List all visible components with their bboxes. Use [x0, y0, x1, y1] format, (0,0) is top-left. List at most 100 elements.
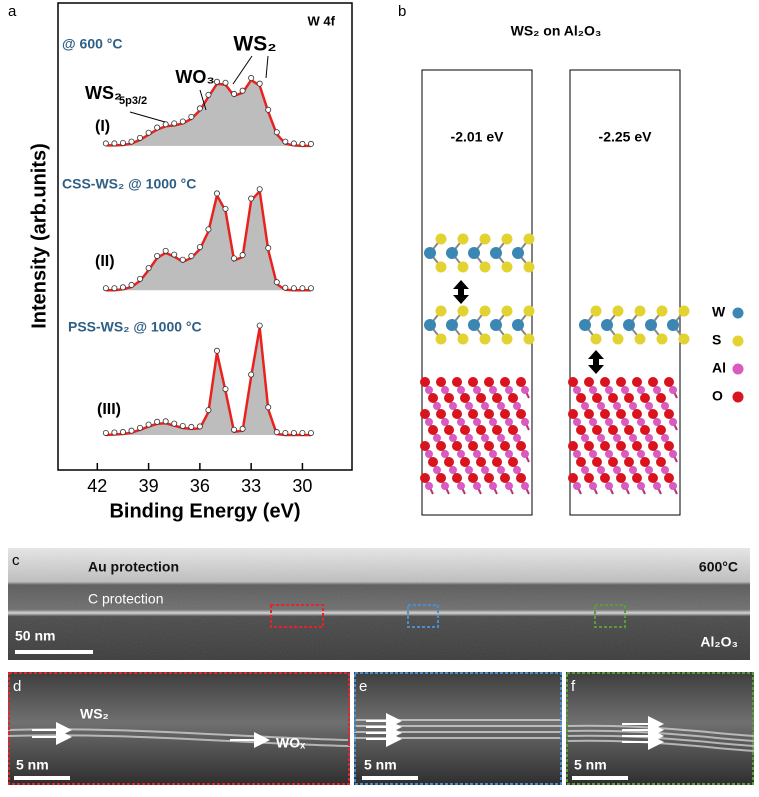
atom-al [425, 450, 433, 458]
atom-o [436, 377, 446, 387]
data-point [239, 252, 246, 259]
atom-o [576, 457, 586, 467]
atom-al [621, 386, 629, 394]
atom-al [489, 418, 497, 426]
atom-al [621, 482, 629, 490]
atom-al [597, 434, 605, 442]
atom-o [444, 393, 454, 403]
atom-al [473, 386, 481, 394]
x-tick-label: 36 [190, 476, 210, 496]
atom-al [489, 482, 497, 490]
atom-al [573, 450, 581, 458]
atom-s [479, 305, 491, 317]
layer-label: C protection [88, 591, 163, 607]
atom-al [441, 418, 449, 426]
atom-al [581, 434, 589, 442]
panel-title: WS₂ on Al₂O₃ [511, 23, 602, 39]
scale-bar [15, 650, 93, 654]
atom-o [600, 441, 610, 451]
atom-al [653, 482, 661, 490]
atom-w [512, 247, 524, 259]
data-point [265, 106, 272, 113]
data-point [111, 140, 118, 147]
atom-al [449, 466, 457, 474]
atom-al [489, 450, 497, 458]
atom-o [452, 377, 462, 387]
atom-o [584, 409, 594, 419]
data-point [128, 281, 135, 288]
atom-s [457, 305, 469, 317]
atom-al [465, 466, 473, 474]
data-point [162, 418, 169, 425]
panel-label: d [13, 678, 21, 695]
atom-al [605, 418, 613, 426]
layer-label: Al₂O₃ [700, 634, 738, 650]
panel-label: c [12, 552, 20, 569]
atom-al [645, 466, 653, 474]
atom-o [444, 457, 454, 467]
atom-w [424, 319, 436, 331]
atom-o [632, 473, 642, 483]
atom-al [597, 466, 605, 474]
atom-o [468, 473, 478, 483]
annotation: WS₂ [85, 83, 122, 103]
atom-al [521, 450, 529, 458]
atom-al [653, 386, 661, 394]
atom-o [616, 409, 626, 419]
atom-al [513, 402, 521, 410]
double-arrows [453, 280, 604, 374]
annotation: WO₃ [175, 67, 214, 87]
series-label: (III) [97, 401, 121, 418]
atom-o [608, 393, 618, 403]
annotation: @ 600 °C [62, 36, 123, 52]
atom-w [490, 319, 502, 331]
layer-label: Au protection [88, 559, 179, 575]
data-point [188, 423, 195, 430]
atom-o [516, 409, 526, 419]
data-point [273, 429, 280, 436]
data-point [290, 285, 297, 292]
data-point [171, 251, 178, 258]
data-point [265, 404, 272, 411]
legend-label: O [712, 388, 723, 404]
energy-label: -2.01 eV [451, 129, 505, 145]
data-point [162, 121, 169, 128]
atom-o [616, 377, 626, 387]
scale-label: 5 nm [574, 757, 607, 773]
atom-o [624, 457, 634, 467]
atom-al [449, 402, 457, 410]
atom-al [465, 402, 473, 410]
atom-s [678, 305, 690, 317]
atom-w [468, 247, 480, 259]
atom-w [579, 319, 591, 331]
energy-label: -2.25 eV [599, 129, 653, 145]
atom-o [516, 473, 526, 483]
data-point [179, 118, 186, 125]
atom-o [468, 409, 478, 419]
atom-al [621, 450, 629, 458]
atom-al [573, 418, 581, 426]
atom-o [656, 393, 666, 403]
atom-o [632, 409, 642, 419]
atom-al [473, 482, 481, 490]
data-point [231, 90, 238, 97]
atom-o [428, 393, 438, 403]
atom-o [500, 473, 510, 483]
atom-o [584, 377, 594, 387]
atom-o [444, 425, 454, 435]
layer-label: WS₂ [80, 706, 109, 722]
atom-al [581, 466, 589, 474]
cell-box [569, 69, 681, 516]
data-point [171, 120, 178, 127]
atom-o [468, 441, 478, 451]
data-point [128, 427, 135, 434]
atom-s [612, 333, 624, 345]
atom-o [484, 441, 494, 451]
plot-frame [57, 2, 353, 471]
series-label: (II) [95, 253, 115, 270]
atom-al [653, 418, 661, 426]
atom-al [669, 386, 677, 394]
spectrum-area [105, 80, 311, 146]
atom-o [600, 409, 610, 419]
atom-o [436, 441, 446, 451]
